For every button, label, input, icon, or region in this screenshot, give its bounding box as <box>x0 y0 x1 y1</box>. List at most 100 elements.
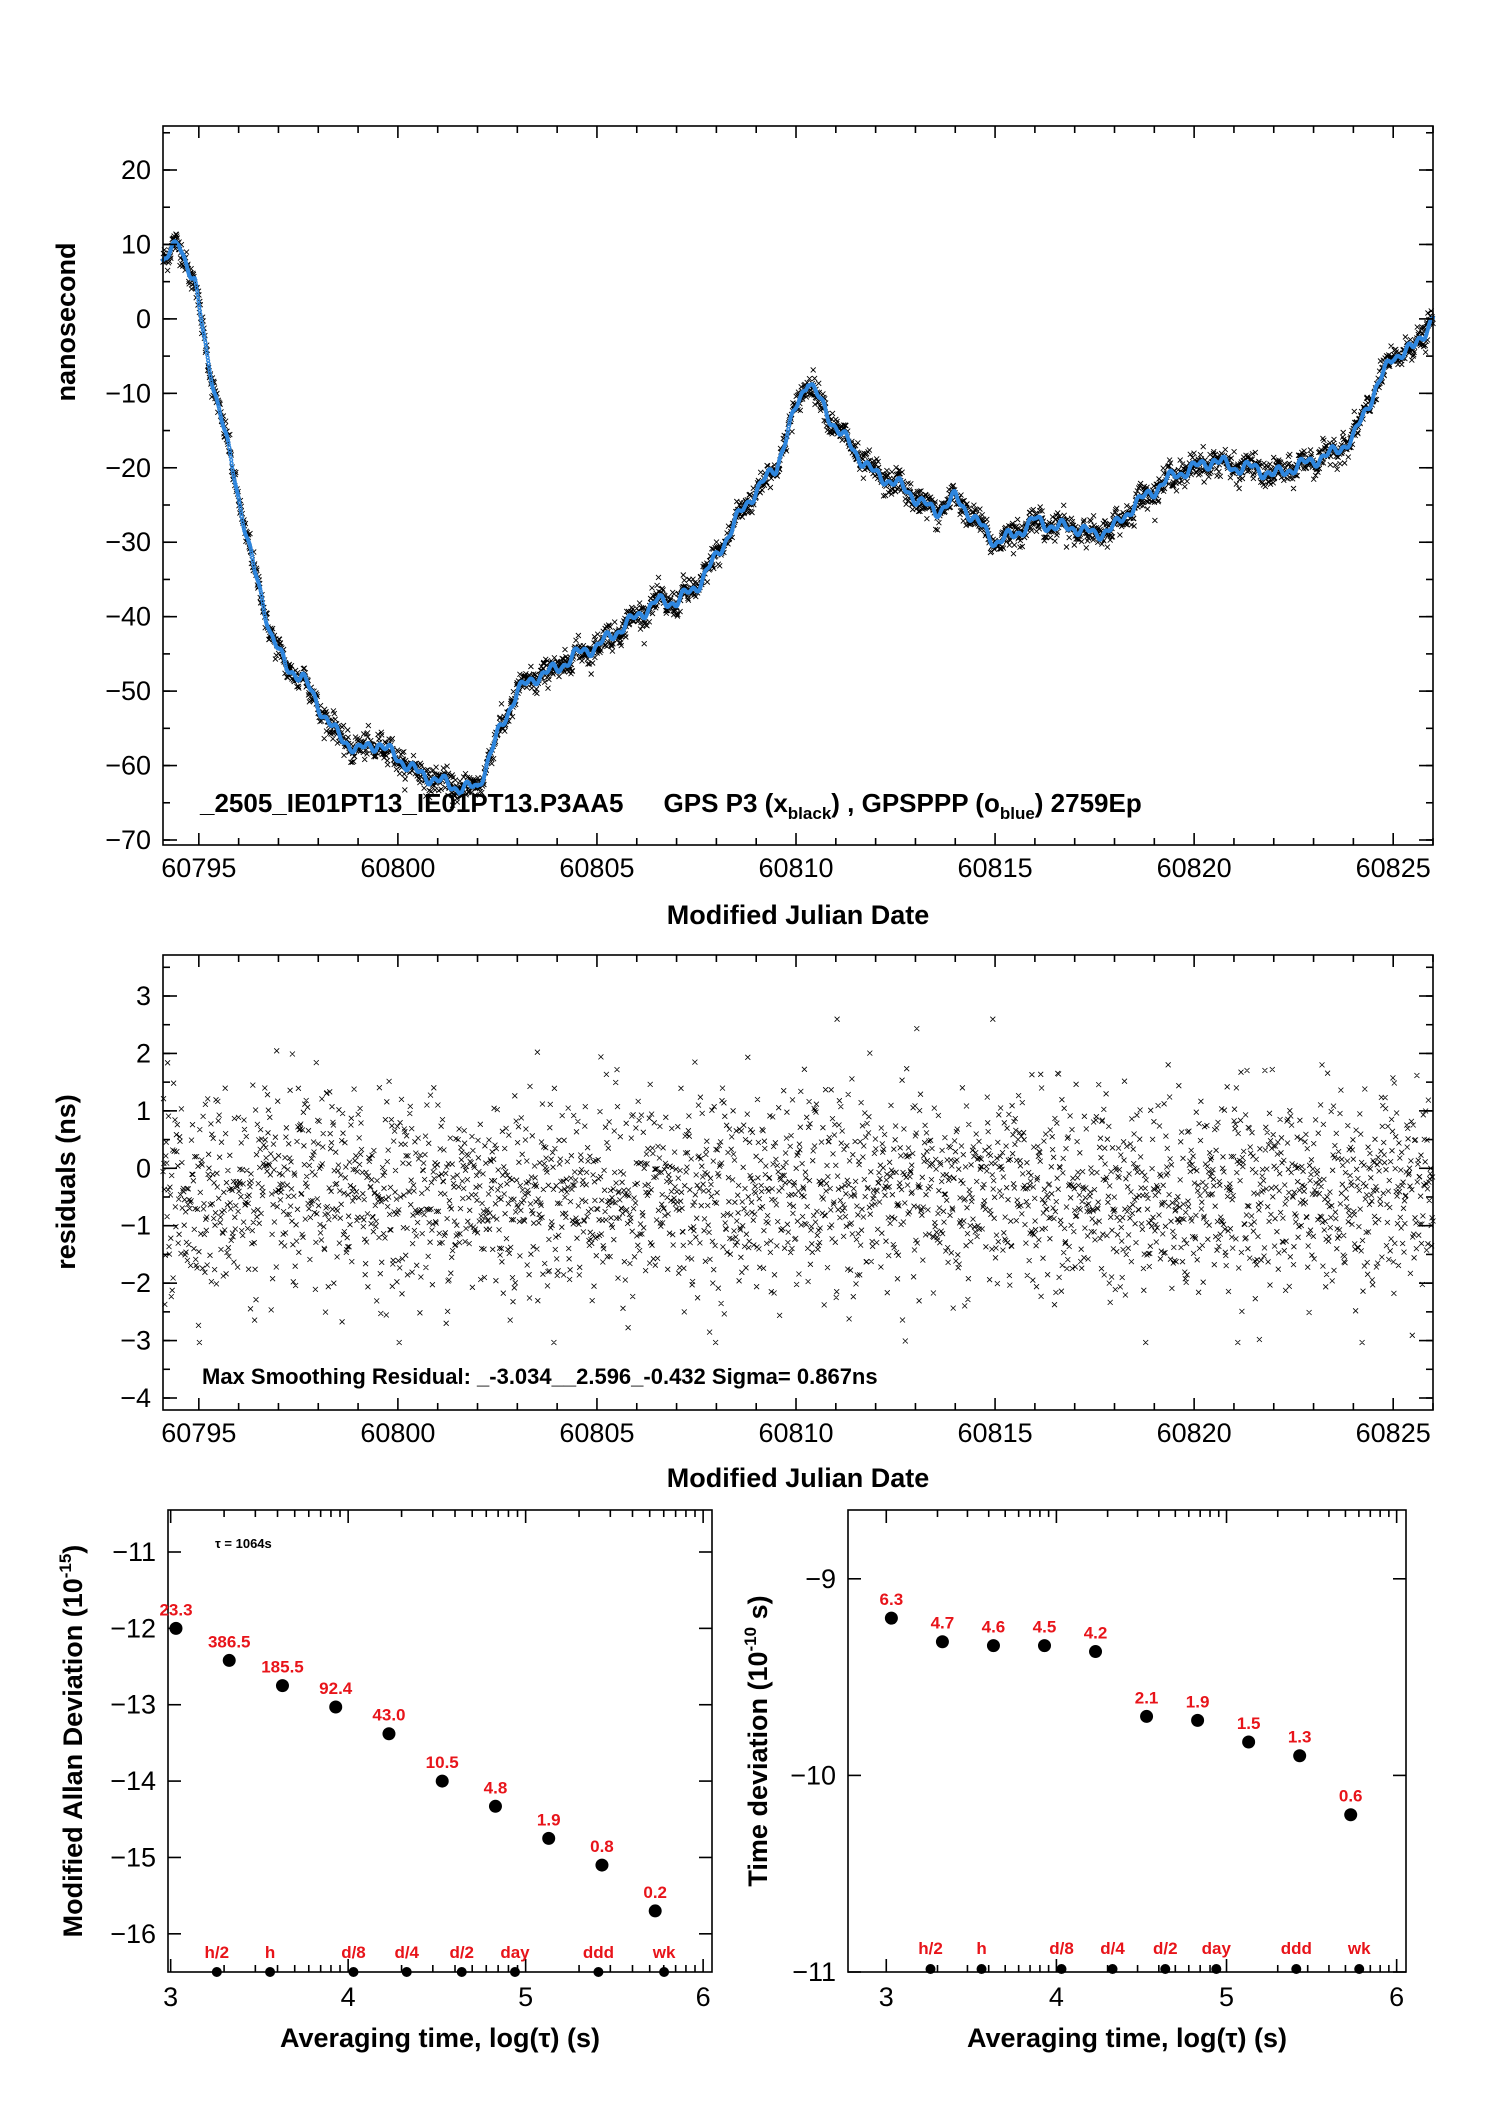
mdev-point-label: 0.8 <box>590 1837 614 1856</box>
residual-x-axis-label: Modified Julian Date <box>667 1463 930 1493</box>
residual-data-points <box>160 1016 1436 1346</box>
tdev-point <box>1191 1713 1205 1727</box>
tdev-x-tick-label: 4 <box>1049 1982 1064 2012</box>
phase-plot-frame <box>162 125 1434 846</box>
mdev-reference-label: d/4 <box>394 1943 419 1962</box>
mdev-y-tick-label: −15 <box>110 1842 156 1872</box>
residual-y-tick-label: −4 <box>120 1383 151 1413</box>
tdev-reference-marker <box>1107 1964 1118 1974</box>
mdev-point-label: 43.0 <box>372 1706 405 1725</box>
tdev-point <box>1242 1735 1256 1749</box>
mdev-y-tick-label: −16 <box>110 1919 156 1949</box>
tdev-point-label: 4.5 <box>1033 1618 1057 1637</box>
mdev-point-label: 1.9 <box>537 1810 561 1829</box>
phase-y-tick-label: −60 <box>105 751 151 781</box>
tdev-reference-label: wk <box>1347 1939 1371 1958</box>
mdev-point <box>275 1679 289 1693</box>
tdev-point <box>1089 1645 1103 1659</box>
residual-y-tick-label: 1 <box>136 1096 151 1126</box>
phase-y-tick-label: 20 <box>121 155 151 185</box>
tdev-point-label: 4.6 <box>982 1618 1006 1637</box>
mdev-reference-marker <box>211 1967 222 1977</box>
tdev-y-label-main: Time deviation (10 <box>743 1652 773 1887</box>
tdev-point-label: 1.9 <box>1186 1692 1210 1711</box>
tdev-x-tick-label: 6 <box>1389 1982 1404 2012</box>
phase-annotation-file: _2505_IE01PT13_IE01PT13.P3AA5 <box>199 788 624 818</box>
phase-annotation-mid: ) , GPSPPP (o <box>831 788 1000 818</box>
mdev-reference-marker <box>593 1967 604 1977</box>
tdev-reference-marker <box>925 1964 936 1974</box>
mdev-y-label-end: ) <box>58 1545 88 1554</box>
phase-annotation-end: ) 2759Ep <box>1035 788 1142 818</box>
mdev-reference-label: h/2 <box>205 1943 230 1962</box>
mdev-reference-marker <box>348 1967 359 1977</box>
mdev-reference-label: wk <box>652 1943 676 1962</box>
mdev-point-label: 386.5 <box>208 1632 251 1651</box>
residual-x-tick-label: 60810 <box>758 1418 833 1448</box>
mdev-x-axis-label: Averaging time, log(τ) (s) <box>280 2023 600 2053</box>
tdev-y-label-exp: -10 <box>741 1627 760 1652</box>
phase-y-tick-label: −40 <box>105 602 151 632</box>
residual-annotation: Max Smoothing Residual: _-3.034__2.596_-… <box>202 1364 878 1389</box>
tdev-point <box>935 1635 949 1649</box>
tdev-point-label: 4.7 <box>931 1614 955 1633</box>
mdev-x-tick-label: 6 <box>696 1982 711 2012</box>
residual-series <box>160 1016 1436 1346</box>
mdev-x-tick-label: 3 <box>163 1982 178 2012</box>
phase-y-tick-label: −70 <box>105 825 151 855</box>
mdev-reference-marker <box>509 1967 520 1977</box>
tdev-point <box>1037 1639 1051 1653</box>
tdev-y-axis-label: Time deviation (10-10 s) <box>741 1595 773 1886</box>
tdev-reference-label: d/8 <box>1049 1939 1074 1958</box>
tdev-reference-marker <box>1291 1964 1302 1974</box>
tdev-y-tick-label: −11 <box>792 1957 836 1987</box>
tdev-reference-label: h <box>976 1939 986 1958</box>
mdev-tau-label: τ = 1064s <box>215 1536 272 1551</box>
mdev-reference-label: day <box>500 1943 530 1962</box>
mdev-point <box>329 1700 343 1714</box>
mdev-reference-label: h <box>265 1943 275 1962</box>
tdev-x-axis-label: Averaging time, log(τ) (s) <box>967 2023 1287 2053</box>
mdev-reference-marker <box>401 1967 412 1977</box>
mdev-point <box>382 1727 396 1741</box>
phase-x-tick-label: 60795 <box>161 853 236 883</box>
mdev-reference-label: d/2 <box>449 1943 474 1962</box>
mdev-point <box>222 1653 236 1667</box>
mdev-reference-marker <box>265 1967 276 1977</box>
residual-x-tick-label: 60805 <box>559 1418 634 1448</box>
residual-y-axis-label: residuals (ns) <box>51 1094 81 1270</box>
phase-data-points <box>160 231 1436 809</box>
mdev-y-axis-label: Modified Allan Deviation (10-15) <box>56 1545 88 1938</box>
mdev-point <box>542 1831 556 1845</box>
phase-series-gpsppp <box>160 239 1436 796</box>
mdev-point <box>169 1621 183 1635</box>
mdev-point <box>435 1774 449 1788</box>
mdev-y-label-exp: -15 <box>56 1554 75 1579</box>
mdev-plot: 3 4 5 6 −11 −12 −13 −14 −15 −16 23.3 386.5 185.5 92.… <box>56 1509 713 2053</box>
mdev-reference-label: ddd <box>583 1943 614 1962</box>
phase-x-axis-label: Modified Julian Date <box>667 900 930 930</box>
tdev-reference-marker <box>1056 1964 1067 1974</box>
mdev-point-label: 4.8 <box>484 1778 508 1797</box>
residual-y-tick-label: −1 <box>120 1211 151 1241</box>
residual-plot: 60795 60800 60805 60810 60815 60820 60825 3 2 1 0 −… <box>51 954 1436 1493</box>
phase-y-axis-label: nanosecond <box>51 242 81 401</box>
mdev-x-tick-label: 4 <box>341 1982 356 2012</box>
phase-annotation-black-sub: black <box>788 804 832 823</box>
mdev-reference-marker <box>659 1967 670 1977</box>
phase-series-gps-p3 <box>160 231 1436 809</box>
mdev-y-tick-label: −11 <box>112 1537 156 1567</box>
tdev-y-tick-label: −9 <box>805 1564 836 1594</box>
residual-y-tick-label: 2 <box>136 1038 151 1068</box>
tdev-reference-marker <box>1354 1964 1365 1974</box>
mdev-reference-label: d/8 <box>341 1943 366 1962</box>
mdev-point <box>488 1799 502 1813</box>
mdev-point-label: 92.4 <box>319 1679 353 1698</box>
residual-x-tick-label: 60795 <box>161 1418 236 1448</box>
mdev-y-label-main: Modified Allan Deviation (10 <box>58 1578 88 1937</box>
mdev-point <box>595 1858 609 1872</box>
tdev-data-points: 6.3 4.7 4.6 4.5 4.2 2.1 1.9 1.5 1.3 0.6 h/2 h d/8 d/4… <box>880 1590 1371 1974</box>
mdev-y-tick-label: −13 <box>110 1690 156 1720</box>
residual-x-tick-label: 60820 <box>1157 1418 1232 1448</box>
tdev-y-tick-label: −10 <box>790 1760 836 1790</box>
